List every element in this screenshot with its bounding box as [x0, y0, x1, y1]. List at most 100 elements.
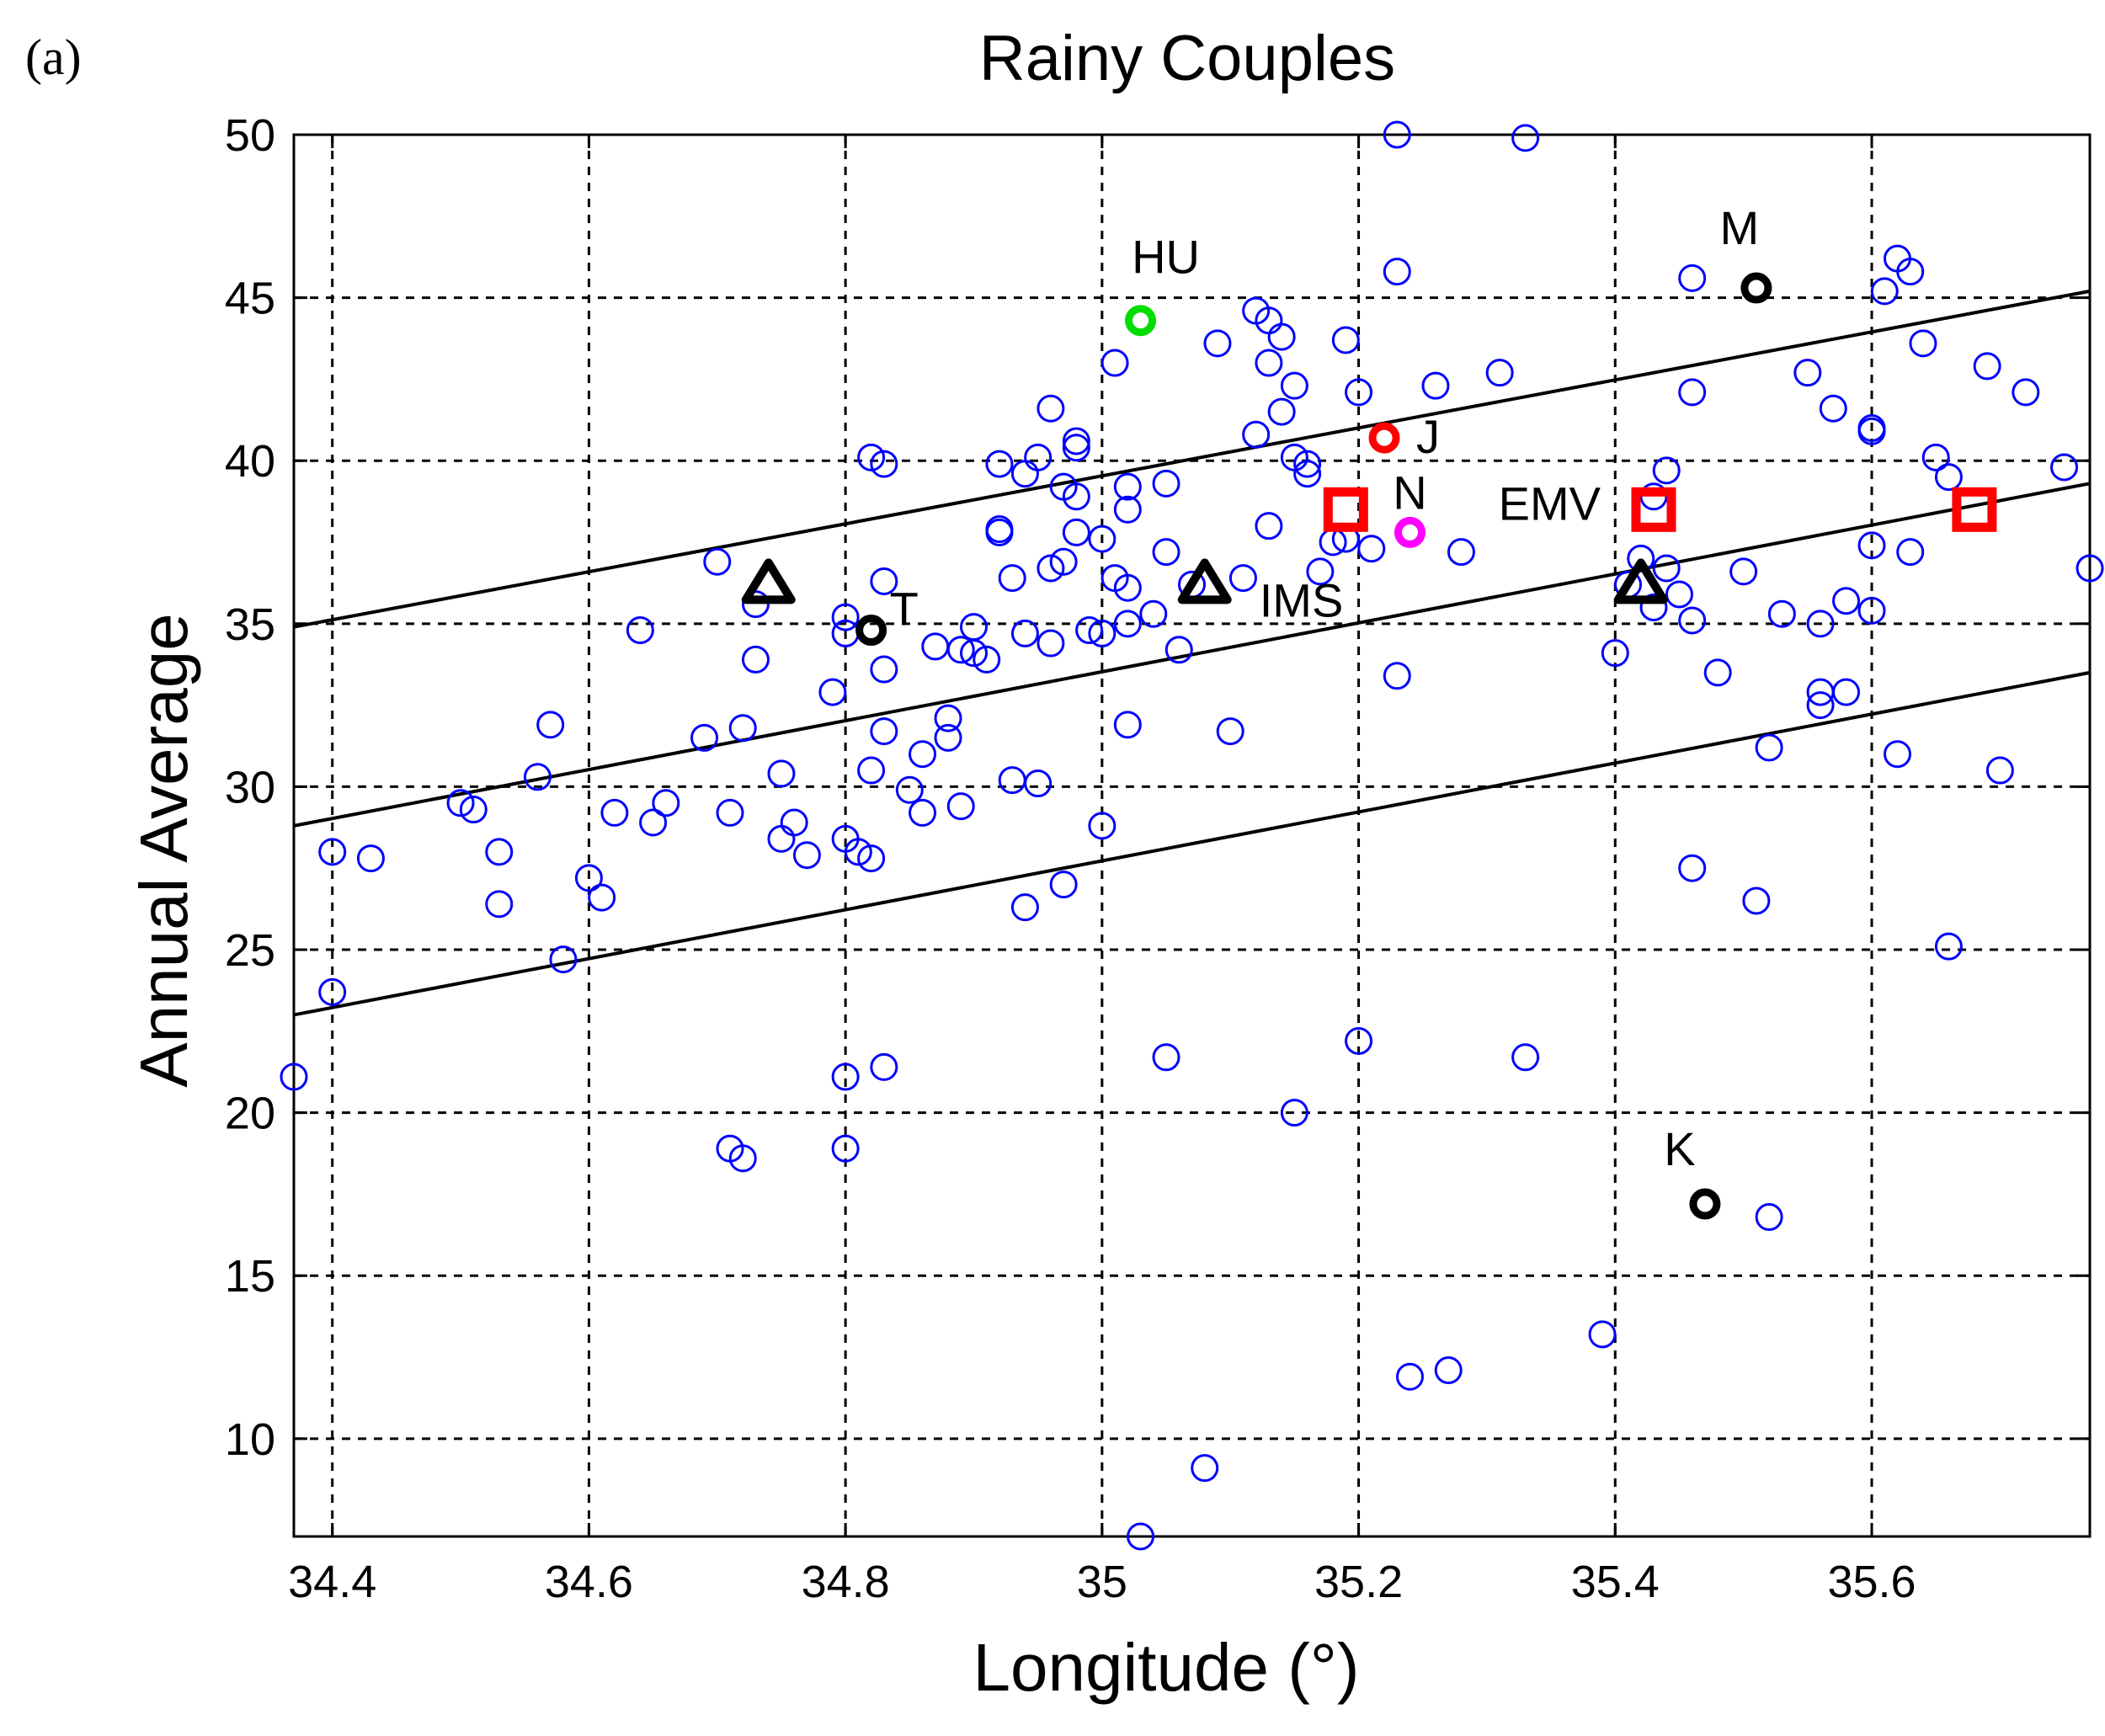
special-station-marker [1125, 305, 1157, 337]
station-point [2076, 554, 2104, 583]
station-point [909, 798, 937, 827]
station-point [1345, 1026, 1373, 1055]
station-point [1357, 535, 1386, 563]
station-point [1511, 124, 1540, 152]
station-point [857, 844, 886, 873]
station-point [652, 789, 680, 817]
station-point [523, 763, 552, 791]
station-point [1883, 740, 1911, 769]
station-point [895, 775, 924, 804]
special-stations: HU M JN T K IMS EMV [741, 201, 1997, 1220]
station-point [870, 567, 898, 595]
y-tick-label: 30 [225, 762, 275, 812]
y-tick-label: 20 [225, 1089, 275, 1139]
station-point [1511, 1043, 1540, 1072]
station-point [318, 838, 347, 866]
station-point [767, 824, 796, 853]
special-station-marker [855, 615, 887, 647]
station-label: K [1664, 1122, 1695, 1175]
station-point [959, 639, 988, 668]
station-point [792, 841, 821, 870]
station-point [1755, 733, 1783, 762]
station-point [1280, 1099, 1308, 1127]
station-point [1678, 606, 1707, 635]
station-point [1062, 434, 1090, 462]
station-point [973, 645, 1001, 674]
station-point [1127, 1522, 1155, 1551]
station-point [1113, 711, 1142, 739]
special-station-marker [1689, 1188, 1721, 1220]
station-point [1383, 120, 1411, 149]
station-point [1857, 596, 1886, 625]
station-point [946, 636, 975, 664]
x-tick-label: 35 [1077, 1557, 1127, 1607]
station-point [1062, 427, 1090, 455]
station-point [1755, 1203, 1783, 1232]
station-point [1896, 538, 1925, 567]
station-point [2012, 378, 2040, 407]
station-point [536, 711, 565, 739]
station-point [1447, 538, 1475, 567]
station-point [1485, 359, 1514, 387]
station-point [1806, 691, 1835, 720]
station-point [600, 798, 629, 827]
special-station-marker [1394, 516, 1426, 548]
station-point [1242, 420, 1271, 449]
station-point [844, 838, 872, 866]
station-point [626, 616, 654, 645]
station-point [690, 723, 719, 752]
station-point [1088, 525, 1116, 553]
station-point [1191, 1454, 1219, 1483]
station-point [1203, 329, 1232, 358]
panel-label: (a) [25, 29, 82, 85]
station-point [588, 883, 616, 912]
station-point [1113, 573, 1142, 602]
station-point [1037, 394, 1065, 423]
station-point [1010, 460, 1039, 488]
station-point [1896, 258, 1925, 286]
station-point [446, 789, 475, 817]
station-point [934, 723, 962, 752]
station-point [356, 844, 385, 873]
station-label: T [890, 583, 919, 636]
station-point [1049, 871, 1078, 899]
station-point [1010, 619, 1039, 647]
square-marker [1631, 487, 1676, 532]
station-point [1037, 554, 1065, 583]
grid [294, 133, 2090, 1536]
station-point [1280, 371, 1308, 400]
station-point [1216, 717, 1244, 746]
station-point [1331, 326, 1360, 354]
x-axis-tick-labels: 34.4 34.6 34.8 35 35.2 35.4 35.6 [288, 1557, 1916, 1607]
station-label: EMV [1499, 477, 1601, 530]
station-point [1062, 482, 1090, 511]
y-axis-tick-labels: 10 15 20 25 30 35 40 45 50 [225, 110, 275, 1465]
station-point [549, 945, 578, 974]
station-point [1152, 538, 1180, 567]
station-point [1652, 554, 1681, 583]
station-point [1139, 599, 1168, 628]
station-point [1255, 349, 1283, 377]
station-point [831, 1062, 860, 1091]
station-point [946, 792, 975, 821]
station-point [1857, 531, 1886, 560]
station-point [1113, 472, 1142, 501]
station-point [1421, 371, 1450, 400]
station-point [1164, 636, 1193, 664]
station-point [1973, 352, 2001, 381]
station-point [1024, 769, 1052, 798]
station-point [1665, 580, 1693, 609]
x-tick-label: 35.4 [1571, 1557, 1660, 1607]
station-point [1729, 557, 1758, 586]
chart-title: Rainy Couples [979, 23, 1395, 94]
station-point [857, 756, 886, 785]
station-label: HU [1132, 231, 1200, 284]
station-point [1383, 662, 1411, 690]
station-point [1678, 264, 1707, 292]
station-point [1934, 932, 1963, 961]
station-point [998, 564, 1026, 593]
axis-ticks [294, 133, 2090, 1536]
station-point [1819, 394, 1847, 423]
regression-line [293, 289, 2091, 629]
